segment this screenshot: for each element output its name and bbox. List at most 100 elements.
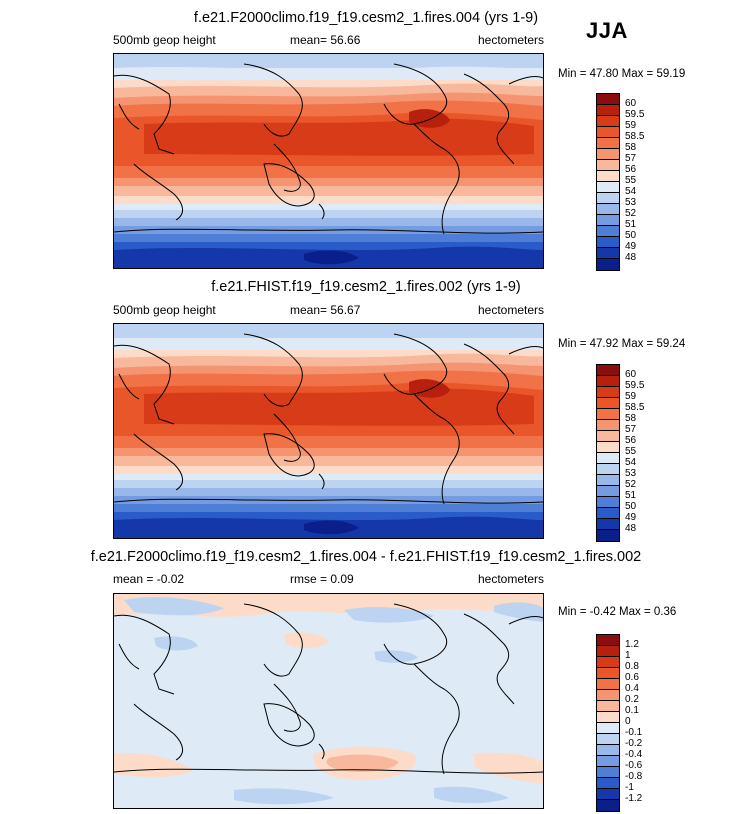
panel-1-colorbar-swatch	[597, 226, 619, 237]
panel-3-colorbar-label: -0.8	[625, 771, 643, 782]
panel-3-colorbar-swatch	[597, 701, 619, 712]
panel-2-colorbar-swatch	[597, 508, 619, 519]
panel-2-colorbar-swatch	[597, 530, 619, 541]
panel-1-colorbar-label: 54	[625, 186, 637, 197]
panel-2-colorbar-swatch	[597, 486, 619, 497]
panel-1-colorbar-swatch	[597, 182, 619, 193]
panel-1-colorbar-swatch	[597, 138, 619, 149]
panel-2-colorbar-swatch	[597, 453, 619, 464]
panel-2-colorbar-label: 59	[625, 391, 637, 402]
panel-1-map	[113, 53, 544, 269]
panel-1-colorbar-label: 59.5	[625, 109, 645, 120]
panel-1-colorbar-label: 52	[625, 208, 637, 219]
panel-3-colorbar-label: 1	[625, 650, 631, 661]
panel-3-map	[113, 593, 544, 809]
panel-2-colorbar-swatch	[597, 442, 619, 453]
panel-1-colorbar-swatch	[597, 215, 619, 226]
panel-3-colorbar-label: -0.6	[625, 760, 643, 771]
panel-1-colorbar-swatch	[597, 149, 619, 160]
panel-2-colorbar-label: 57	[625, 424, 637, 435]
panel-1-colorbar-label: 50	[625, 230, 637, 241]
panel-2-colorbar-label: 50	[625, 501, 637, 512]
panel-3-colorbar-label: -1	[625, 782, 634, 793]
panel-2-colorbar-label: 59.5	[625, 380, 645, 391]
panel-3-colorbar-label: -0.2	[625, 738, 643, 749]
panel-3-colorbar-swatch	[597, 679, 619, 690]
panel-1-colorbar-swatch	[597, 105, 619, 116]
panel-2-colorbar-swatch	[597, 398, 619, 409]
season-label: JJA	[586, 18, 628, 43]
panel-2-colorbar	[596, 364, 620, 542]
panel-3-colorbar-swatch	[597, 723, 619, 734]
panel-3-colorbar-swatch	[597, 690, 619, 701]
panel-2-colorbar-swatch	[597, 409, 619, 420]
panel-2-colorbar-swatch	[597, 519, 619, 530]
panel-3-colorbar-swatch	[597, 657, 619, 668]
panel-1-center-label: mean= 56.66	[290, 33, 361, 47]
panel-1-colorbar-label: 49	[625, 241, 637, 252]
panel-1-colorbar-label: 51	[625, 219, 637, 230]
panel-3-colorbar-label: 0.1	[625, 705, 639, 716]
panel-2-colorbar-label: 53	[625, 468, 637, 479]
panel-1-colorbar-label: 53	[625, 197, 637, 208]
panel-1-colorbar-swatch	[597, 193, 619, 204]
panel-2-colorbar-label: 51	[625, 490, 637, 501]
panel-2-map	[113, 323, 544, 539]
panel-2-colorbar-label: 54	[625, 457, 637, 468]
panel-2-colorbar-swatch	[597, 365, 619, 376]
panel-1-colorbar-label: 59	[625, 120, 637, 131]
panel-2-colorbar-swatch	[597, 497, 619, 508]
panel-3-left-label: mean = -0.02	[113, 572, 185, 586]
panel-1-minmax: Min = 47.80 Max = 59.19	[558, 68, 686, 80]
panel-2-colorbar-swatch	[597, 376, 619, 387]
panel-2-colorbar-label: 58.5	[625, 402, 645, 413]
panel-2-colorbar-label: 58	[625, 413, 637, 424]
panel-1-colorbar-label: 58.5	[625, 131, 645, 142]
panel-2-colorbar-swatch	[597, 431, 619, 442]
panel-3-minmax: Min = -0.42 Max = 0.36	[558, 606, 677, 618]
panel-2-left-label: 500mb geop height	[113, 303, 216, 317]
panel-1-colorbar-swatch	[597, 248, 619, 259]
panel-2-colorbar-label: 52	[625, 479, 637, 490]
panel-3-colorbar-label: 0.8	[625, 661, 639, 672]
panel-3-colorbar-swatch	[597, 734, 619, 745]
panel-1-map-field	[114, 54, 543, 268]
panel-3-colorbar-swatch	[597, 646, 619, 657]
panel-2-colorbar-label: 60	[625, 369, 637, 380]
panel-1-colorbar-swatch	[597, 116, 619, 127]
panel-3-colorbar-label: -1.2	[625, 793, 643, 804]
panel-3-colorbar-label: 0.6	[625, 672, 639, 683]
panel-2-colorbar-swatch	[597, 475, 619, 486]
panel-1-right-label: hectometers	[478, 33, 545, 47]
panel-1-colorbar-swatch	[597, 237, 619, 248]
panel-3-colorbar-swatch	[597, 778, 619, 789]
panel-3-colorbar-label: -0.4	[625, 749, 643, 760]
panel-2-minmax: Min = 47.92 Max = 59.24	[558, 338, 686, 350]
panel-1-colorbar-label: 58	[625, 142, 637, 153]
panel-2-title: f.e21.FHIST.f19_f19.cesm2_1.fires.002 (y…	[211, 279, 521, 295]
panel-1-colorbar-label: 48	[625, 252, 637, 263]
panel-2-center-label: mean= 56.67	[290, 303, 361, 317]
panel-2-colorbar-label: 48	[625, 523, 637, 534]
panel-1-colorbar-label: 56	[625, 164, 637, 175]
panel-1-colorbar	[596, 93, 620, 271]
panel-3-colorbar-swatch	[597, 789, 619, 800]
panel-2-colorbar-label: 56	[625, 435, 637, 446]
panel-3-colorbar-swatch	[597, 712, 619, 723]
panel-3-colorbar-label: 0.4	[625, 683, 639, 694]
panel-2-colorbar-swatch	[597, 464, 619, 475]
panel-1-colorbar-swatch	[597, 204, 619, 215]
panel-1-colorbar-swatch	[597, 160, 619, 171]
panel-1-colorbar-label: 60	[625, 98, 637, 109]
panel-3-colorbar-swatch	[597, 668, 619, 679]
panel-3-colorbar-swatch	[597, 800, 619, 811]
panel-1-colorbar-label: 57	[625, 153, 637, 164]
panel-3-colorbar-label: 0.2	[625, 694, 639, 705]
panel-3-colorbar-swatch	[597, 635, 619, 646]
panel-2-colorbar-swatch	[597, 420, 619, 431]
panel-2-colorbar-swatch	[597, 387, 619, 398]
panel-3-colorbar-label: -0.1	[625, 727, 643, 738]
panel-1-colorbar-swatch	[597, 94, 619, 105]
panel-1-colorbar-label: 55	[625, 175, 637, 186]
panel-3-right-label: hectometers	[478, 572, 545, 586]
